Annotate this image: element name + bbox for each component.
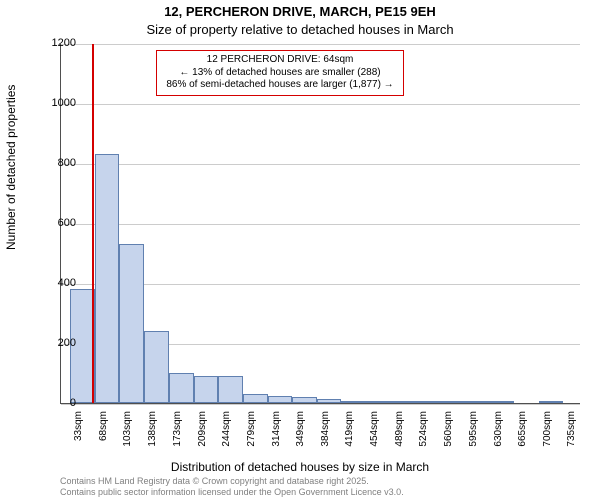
x-tick-label: 454sqm — [369, 411, 380, 455]
x-tick-label: 209sqm — [197, 411, 208, 455]
histogram-bar — [465, 401, 490, 403]
gridline — [61, 164, 580, 165]
x-axis-label: Distribution of detached houses by size … — [0, 460, 600, 474]
x-tick-label: 735sqm — [566, 411, 577, 455]
property-marker-line — [92, 44, 94, 403]
footer-line-1: Contains HM Land Registry data © Crown c… — [60, 476, 404, 487]
x-tick-label: 630sqm — [493, 411, 504, 455]
x-tick-label: 595sqm — [468, 411, 479, 455]
x-tick-label: 524sqm — [418, 411, 429, 455]
y-tick-label: 600 — [36, 217, 76, 229]
x-tick-label: 279sqm — [246, 411, 257, 455]
title-main: 12, PERCHERON DRIVE, MARCH, PE15 9EH — [0, 4, 600, 19]
gridline — [61, 224, 580, 225]
histogram-bar — [292, 397, 317, 403]
chart-container: 12, PERCHERON DRIVE, MARCH, PE15 9EH Siz… — [0, 0, 600, 500]
histogram-bar — [415, 401, 440, 403]
x-tick-label: 700sqm — [542, 411, 553, 455]
y-tick-label: 1200 — [36, 37, 76, 49]
annotation-line: 86% of semi-detached houses are larger (… — [163, 79, 397, 92]
y-tick-label: 800 — [36, 157, 76, 169]
footer-attribution: Contains HM Land Registry data © Crown c… — [60, 476, 404, 498]
x-tick-label: 349sqm — [295, 411, 306, 455]
histogram-bar — [391, 401, 416, 403]
x-tick-label: 665sqm — [517, 411, 528, 455]
annotation-line: ← 13% of detached houses are smaller (28… — [163, 67, 397, 80]
y-tick-label: 0 — [36, 397, 76, 409]
histogram-bar — [490, 401, 515, 403]
histogram-bar — [366, 401, 391, 403]
x-tick-label: 244sqm — [221, 411, 232, 455]
gridline — [61, 404, 580, 405]
annotation-box: 12 PERCHERON DRIVE: 64sqm← 13% of detach… — [156, 50, 404, 96]
y-axis-label: Number of detached properties — [4, 85, 18, 250]
histogram-bar — [95, 154, 120, 403]
x-tick-label: 419sqm — [344, 411, 355, 455]
x-tick-label: 560sqm — [443, 411, 454, 455]
plot-area: 12 PERCHERON DRIVE: 64sqm← 13% of detach… — [60, 44, 580, 404]
x-tick-label: 33sqm — [73, 411, 84, 455]
histogram-bar — [341, 401, 366, 403]
histogram-bar — [440, 401, 465, 403]
title-sub: Size of property relative to detached ho… — [0, 22, 600, 37]
footer-line-2: Contains public sector information licen… — [60, 487, 404, 498]
histogram-bar — [317, 399, 342, 404]
x-tick-label: 384sqm — [320, 411, 331, 455]
y-tick-label: 400 — [36, 277, 76, 289]
gridline — [61, 44, 580, 45]
histogram-bar — [169, 373, 194, 403]
histogram-bar — [119, 244, 144, 403]
x-tick-label: 103sqm — [122, 411, 133, 455]
histogram-bar — [268, 396, 293, 404]
y-tick-label: 200 — [36, 337, 76, 349]
y-tick-label: 1000 — [36, 97, 76, 109]
x-tick-label: 173sqm — [172, 411, 183, 455]
annotation-line: 12 PERCHERON DRIVE: 64sqm — [163, 54, 397, 67]
histogram-bar — [144, 331, 169, 403]
histogram-bar — [194, 376, 219, 403]
histogram-bar — [539, 401, 564, 403]
histogram-bar — [218, 376, 243, 403]
x-tick-label: 489sqm — [394, 411, 405, 455]
gridline — [61, 104, 580, 105]
x-tick-label: 138sqm — [147, 411, 158, 455]
histogram-bar — [243, 394, 268, 403]
x-tick-label: 68sqm — [98, 411, 109, 455]
x-tick-label: 314sqm — [271, 411, 282, 455]
